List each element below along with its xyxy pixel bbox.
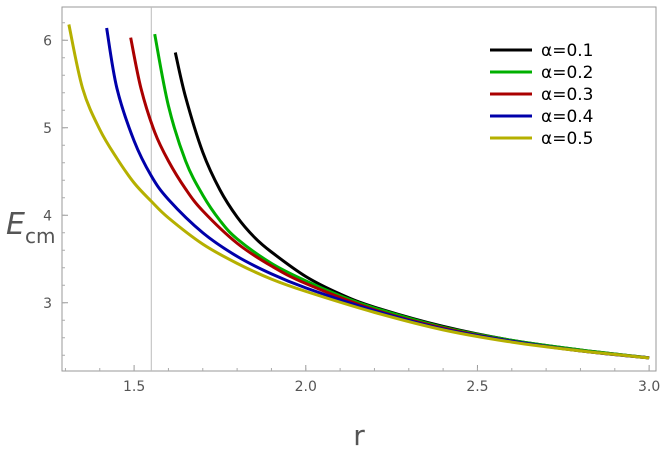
y-axis-label-main: E [6, 207, 25, 242]
legend-label-1: α=0.1 [541, 41, 594, 61]
y-tick-label: 4 [43, 208, 52, 224]
x-tick-label: 2.5 [466, 379, 488, 395]
y-tick-label: 3 [43, 296, 52, 312]
x-tick-label: 1.5 [123, 379, 145, 395]
y-tick-label: 6 [43, 33, 52, 49]
legend-label-2: α=0.2 [541, 63, 594, 83]
legend-label-4: α=0.4 [541, 107, 594, 127]
series-group [67, 24, 650, 360]
y-tick-label: 5 [43, 121, 52, 137]
y-axis-label: Ecm [6, 207, 55, 248]
x-tick-label: 2.0 [295, 379, 317, 395]
legend-label-5: α=0.5 [541, 129, 594, 149]
x-tick-label: 3.0 [638, 379, 660, 395]
legend: α=0.1α=0.2α=0.3α=0.4α=0.5 [490, 41, 594, 149]
axis-ticks: 1.5 2.0 2.5 3.0 3 4 5 6 [43, 22, 660, 395]
x-axis-label: r [353, 419, 365, 452]
series-line-5 [67, 24, 650, 360]
plot-frame [61, 6, 657, 372]
y-axis-label-subscript: cm [25, 224, 55, 248]
legend-label-3: α=0.3 [541, 85, 594, 105]
